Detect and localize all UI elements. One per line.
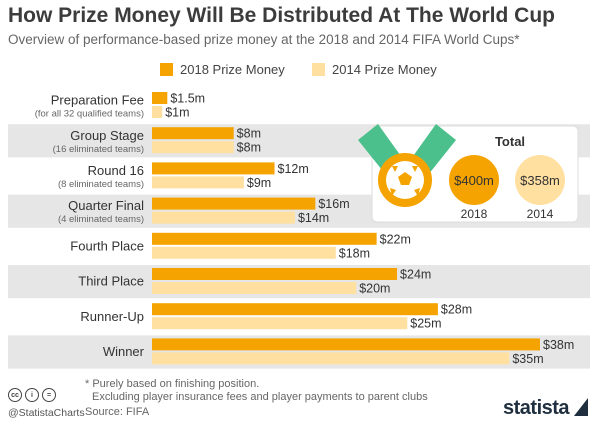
bar-2018	[152, 338, 540, 351]
data-label-2014: $8m	[237, 141, 261, 155]
data-label-2014: $9m	[247, 176, 271, 190]
footnote-line-2: Excluding player insurance fees and play…	[92, 391, 428, 403]
category-label: Round 16	[88, 163, 144, 178]
data-label-2018: $1.5m	[170, 92, 205, 106]
no-derivatives-icon: =	[42, 388, 56, 402]
license-icons: cc i =	[8, 388, 56, 402]
total-year-2018: 2018	[461, 207, 488, 221]
bar-2018	[152, 127, 234, 140]
category-sublabel: (4 eliminated teams)	[58, 214, 144, 225]
category-sublabel: (for all 32 qualified teams)	[35, 109, 144, 120]
totals-heading: Total	[495, 134, 525, 149]
bar-2014	[152, 317, 408, 330]
data-label-2014: $20m	[359, 282, 390, 296]
legend-item-2018: 2018 Prize Money	[160, 61, 285, 77]
footnote-line-1: * Purely based on finishing position.	[85, 378, 260, 390]
data-label-2014: $14m	[298, 211, 329, 225]
data-label-2018: $28m	[441, 303, 472, 317]
total-value-2014: $358m	[520, 173, 560, 188]
statista-handle: @StatistaCharts	[8, 407, 85, 419]
total-circle-2018	[449, 155, 499, 205]
total-year-2014: 2014	[527, 207, 554, 221]
legend-item-2014: 2014 Prize Money	[312, 61, 437, 77]
category-label: Third Place	[78, 274, 144, 289]
data-label-2018: $12m	[278, 162, 309, 176]
bar-2014	[152, 106, 163, 118]
bar-2014	[152, 246, 336, 259]
bar-2014	[152, 176, 244, 189]
attribution-icon: i	[25, 388, 39, 402]
data-label-2018: $8m	[237, 127, 261, 141]
category-sublabel: (16 eliminated teams)	[53, 144, 144, 155]
footnote: * Purely based on finishing position. Ex…	[85, 378, 428, 404]
data-label-2014: $35m	[512, 352, 543, 366]
football-patch-icon	[414, 188, 420, 196]
data-label-2018: $22m	[380, 232, 411, 246]
legend-swatch-2014	[312, 62, 325, 76]
bar-2014	[152, 141, 234, 154]
bar-2014	[152, 211, 295, 224]
legend-swatch-2018	[160, 62, 173, 76]
total-circle-2014	[515, 155, 565, 205]
chart-subtitle: Overview of performance-based prize mone…	[8, 32, 520, 47]
category-label: Group Stage	[70, 128, 144, 143]
football-patch-icon	[398, 172, 412, 185]
bar-2018	[152, 303, 438, 316]
category-sublabel: (8 eliminated teams)	[58, 179, 144, 190]
prize-money-chart: Preparation Fee(for all 32 qualified tea…	[8, 92, 590, 369]
data-label-2014: $1m	[165, 106, 189, 120]
category-label: Fourth Place	[70, 238, 144, 253]
data-label-2014: $18m	[339, 246, 370, 260]
source-text: Source: FIFA	[85, 406, 150, 418]
chart-title: How Prize Money Will Be Distributed At T…	[8, 4, 555, 27]
football-patch-icon	[412, 166, 418, 172]
legend-label-2018: 2018 Prize Money	[180, 61, 285, 77]
bar-2018	[152, 197, 316, 210]
data-label-2014: $25m	[410, 317, 441, 331]
bar-2018	[152, 92, 168, 104]
football-patch-icon	[390, 188, 396, 196]
bar-2014	[152, 352, 510, 365]
bar-2018	[152, 232, 377, 245]
football-patch-icon	[392, 166, 398, 172]
total-value-2018: $400m	[454, 173, 494, 188]
legend-label-2014: 2014 Prize Money	[332, 61, 437, 77]
data-label-2018: $16m	[318, 197, 349, 211]
category-label: Quarter Final	[68, 198, 144, 213]
data-label-2018: $38m	[543, 338, 574, 352]
statista-logo: statista	[503, 397, 570, 419]
bar-2018	[152, 162, 275, 175]
category-label: Preparation Fee	[51, 93, 144, 108]
bar-2014	[152, 282, 357, 294]
statista-logo-mark-icon	[574, 398, 588, 416]
category-label: Winner	[103, 344, 145, 359]
creative-commons-icon: cc	[8, 388, 22, 402]
data-label-2018: $24m	[400, 268, 431, 282]
bar-2018	[152, 268, 398, 280]
category-label: Runner-Up	[80, 309, 144, 324]
